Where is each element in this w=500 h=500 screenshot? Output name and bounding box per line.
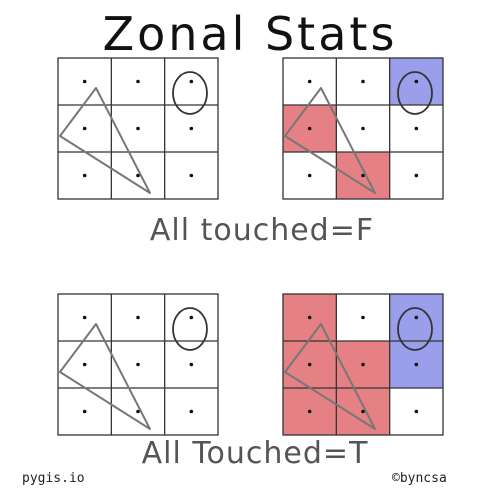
cell-center-dot	[307, 126, 312, 131]
panels	[57, 57, 444, 436]
cell-center-dot	[136, 79, 140, 84]
cell-center-dot	[82, 409, 87, 414]
triangle-polygon	[284, 87, 376, 194]
grid-border	[57, 293, 219, 436]
cell-center-dot	[82, 362, 87, 367]
grid-panel-bottom-right	[282, 293, 444, 436]
cell-center-dot	[136, 409, 140, 414]
cell-center-dot	[307, 173, 312, 178]
title: Zonal Stats	[103, 7, 398, 61]
cell-center-dot	[307, 315, 312, 320]
cell-center-dot	[189, 315, 194, 320]
grid-panel-bottom-left	[57, 293, 219, 436]
cell-center-dot	[307, 409, 312, 414]
cell-center-dot	[361, 79, 365, 84]
circle-polygon	[397, 71, 433, 115]
caption-all-touched-false: All touched=F	[150, 213, 374, 248]
grid-border	[57, 57, 219, 200]
cell-center-dot	[189, 126, 194, 131]
footer-credit-pygis: pygis.io	[22, 471, 85, 486]
cell-center-dot	[361, 126, 365, 131]
cell-center-dot	[361, 409, 365, 414]
circle-polygon	[397, 307, 433, 351]
cell-center-dot	[361, 362, 365, 367]
cell-center-dot	[361, 315, 365, 320]
footer-license: ©byncsa	[392, 471, 447, 486]
cell-center-dot	[414, 173, 419, 178]
triangle-polygon	[284, 323, 376, 430]
cell-center-dot	[136, 173, 140, 178]
cell-center-dot	[414, 362, 419, 367]
cell-center-dot	[82, 173, 87, 178]
cell-center-dot	[82, 126, 87, 131]
circle-polygon	[172, 71, 208, 115]
cell-center-dot	[136, 362, 140, 367]
cell-center-dot	[414, 126, 419, 131]
cell-center-dot	[136, 315, 140, 320]
grid-panel-top-left	[57, 57, 219, 200]
triangle-polygon	[59, 323, 151, 430]
cell-center-dot	[361, 173, 365, 178]
cell-center-dot	[307, 362, 312, 367]
grid-border	[282, 57, 444, 200]
triangle-polygon	[59, 87, 151, 194]
cell-center-dot	[307, 79, 312, 84]
caption-all-touched-true: All Touched=T	[142, 436, 369, 471]
cell-center-dot	[414, 79, 419, 84]
grid-panel-top-right	[282, 57, 444, 200]
cell-center-dot	[82, 79, 87, 84]
cell-center-dot	[189, 409, 194, 414]
cell-center-dot	[82, 315, 87, 320]
cell-center-dot	[189, 173, 194, 178]
cell-center-dot	[136, 126, 140, 131]
cell-center-dot	[189, 362, 194, 367]
grid-border	[282, 293, 444, 436]
cell-center-dot	[414, 409, 419, 414]
circle-polygon	[172, 307, 208, 351]
cell-center-dot	[414, 315, 419, 320]
cell-center-dot	[189, 79, 194, 84]
